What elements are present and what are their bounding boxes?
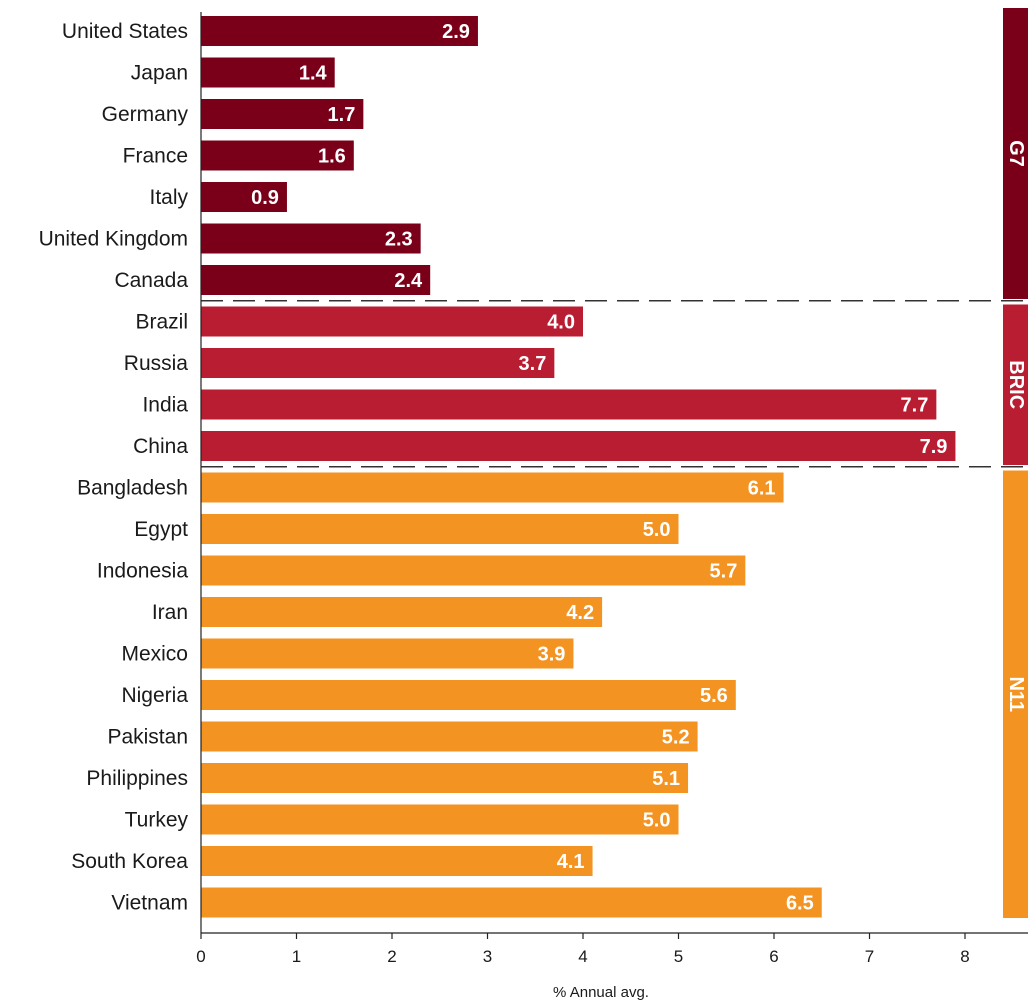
- bar: [201, 182, 287, 212]
- category-label: Russia: [124, 352, 189, 375]
- bar: [201, 804, 679, 835]
- category-label: Iran: [152, 601, 188, 624]
- bar: [201, 721, 698, 752]
- x-tick-label: 1: [292, 947, 301, 966]
- bar: [201, 57, 335, 88]
- bar-value-label: 5.1: [652, 768, 680, 790]
- group-band: [1003, 8, 1028, 299]
- bars-layer: 2.9 United States 1.4 Japan 1.7 Germany 1.6 Fra…: [39, 16, 956, 918]
- bar: [201, 265, 431, 295]
- bar-value-label: 4.2: [566, 602, 594, 624]
- category-label: Germany: [102, 103, 189, 126]
- x-tick-label: 0: [196, 947, 205, 966]
- group-bands: G7 BRIC N11: [1003, 8, 1028, 918]
- bar: [201, 99, 364, 129]
- x-tick-label: 3: [483, 947, 492, 966]
- category-label: Pakistan: [107, 726, 188, 749]
- category-label: Turkey: [125, 809, 189, 832]
- bar: [201, 555, 746, 586]
- bar: [201, 389, 937, 420]
- bar-value-label: 7.7: [901, 395, 929, 417]
- category-label: Italy: [149, 186, 188, 209]
- bar: [201, 846, 593, 876]
- bar-value-label: 1.7: [328, 104, 356, 126]
- category-label: United Kingdom: [39, 228, 188, 251]
- bar: [201, 140, 354, 171]
- x-tick-label: 2: [387, 947, 396, 966]
- x-tick-label: 5: [674, 947, 683, 966]
- category-label: China: [133, 435, 188, 458]
- bar-value-label: 1.4: [299, 63, 328, 85]
- bar-value-label: 1.6: [318, 146, 346, 168]
- category-label: Canada: [114, 269, 188, 292]
- bar: [201, 223, 421, 254]
- bar-value-label: 3.7: [519, 353, 547, 375]
- bar-value-label: 4.0: [547, 312, 575, 334]
- group-separators: [201, 300, 1028, 468]
- category-label: Japan: [131, 62, 188, 85]
- x-tick-label: 6: [769, 947, 778, 966]
- bar-value-label: 4.1: [557, 851, 585, 873]
- category-label: Bangladesh: [77, 477, 188, 500]
- bar: [201, 348, 555, 378]
- group-label: N11: [1005, 676, 1027, 712]
- bar: [201, 763, 689, 793]
- bar-value-label: 2.3: [385, 229, 413, 251]
- bar-value-label: 5.7: [710, 561, 738, 583]
- bar-value-label: 2.9: [442, 21, 470, 43]
- x-tick-label: 4: [578, 947, 587, 966]
- bar: [201, 514, 679, 544]
- x-axis-title: % Annual avg.: [553, 984, 649, 1001]
- bar-value-label: 3.9: [538, 644, 566, 666]
- bar: [201, 306, 583, 337]
- category-label: United States: [62, 20, 188, 43]
- category-label: India: [142, 394, 188, 417]
- bar-value-label: 5.0: [643, 810, 671, 832]
- category-label: France: [123, 145, 188, 168]
- bar: [201, 887, 822, 918]
- group-label: BRIC: [1005, 360, 1027, 409]
- category-label: Vietnam: [111, 892, 188, 915]
- bar-value-label: 5.6: [700, 685, 728, 707]
- group-band: [1003, 470, 1028, 918]
- bar-value-label: 0.9: [251, 187, 279, 209]
- bar: [201, 638, 574, 669]
- group-band: [1003, 304, 1028, 465]
- group-label: G7: [1005, 140, 1027, 167]
- bar: [201, 431, 956, 461]
- bar-value-label: 5.0: [643, 519, 671, 541]
- bar-value-label: 7.9: [920, 436, 948, 458]
- x-tick-label: 7: [865, 947, 874, 966]
- category-label: Mexico: [121, 643, 188, 666]
- category-label: Indonesia: [97, 560, 188, 583]
- bar-value-label: 2.4: [394, 270, 423, 292]
- category-label: Nigeria: [121, 684, 188, 707]
- bar: [201, 472, 784, 503]
- axes-layer: 0 1 2 3 4 5 6 7 8: [196, 12, 1028, 966]
- x-tick-label: 8: [960, 947, 969, 966]
- bar-value-label: 6.5: [786, 893, 814, 915]
- bar-value-label: 5.2: [662, 727, 690, 749]
- category-label: South Korea: [71, 850, 188, 873]
- bar: [201, 597, 603, 627]
- category-label: Egypt: [134, 518, 188, 541]
- category-label: Brazil: [135, 311, 188, 334]
- category-label: Philippines: [86, 767, 188, 790]
- bar: [201, 16, 478, 46]
- bar: [201, 680, 736, 710]
- bar-value-label: 6.1: [748, 478, 776, 500]
